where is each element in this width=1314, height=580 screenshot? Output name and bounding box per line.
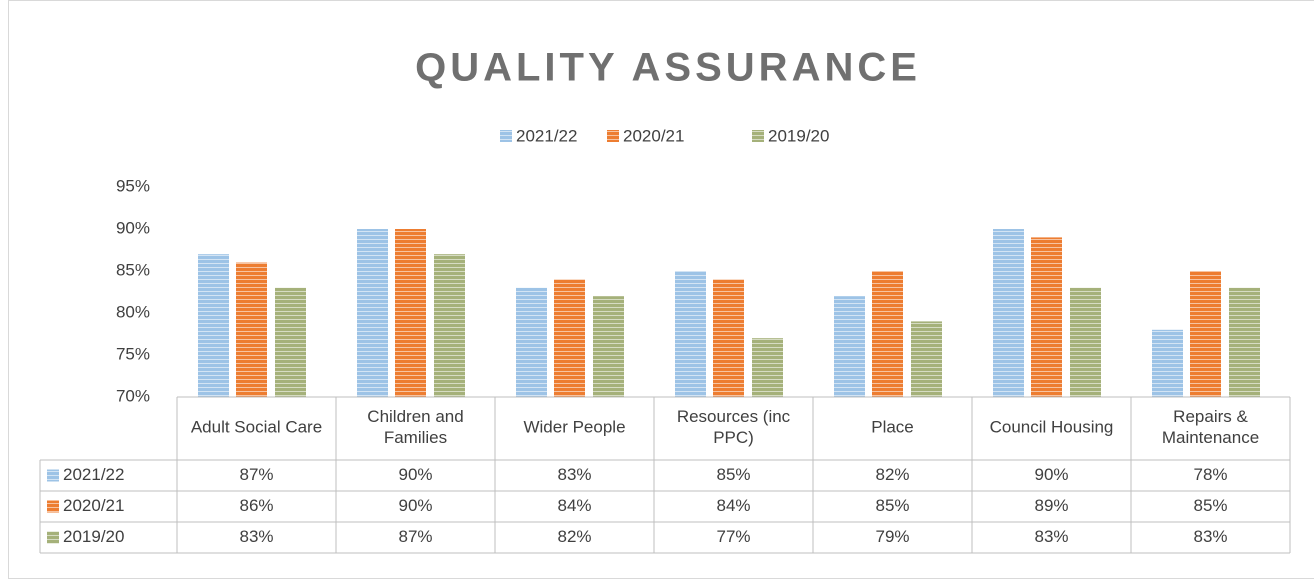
table-legend-key bbox=[47, 469, 59, 482]
table-cell: 90% bbox=[1034, 465, 1068, 484]
x-tick-label: Council Housing bbox=[990, 418, 1114, 437]
x-tick-label: Adult Social Care bbox=[191, 418, 322, 437]
bar bbox=[1190, 271, 1221, 397]
bar bbox=[275, 287, 306, 397]
bar bbox=[675, 271, 706, 397]
bar bbox=[1070, 287, 1101, 397]
x-tick-label: Resources (inc PPC) bbox=[677, 407, 791, 447]
table-cell: 83% bbox=[239, 527, 273, 546]
table-legend-key bbox=[47, 531, 59, 544]
table-legend-key bbox=[47, 500, 59, 513]
legend-label: 2021/22 bbox=[516, 126, 577, 145]
bar bbox=[236, 262, 267, 397]
chart-title: QUALITY ASSURANCE bbox=[415, 46, 921, 90]
legend-swatch bbox=[752, 130, 764, 142]
table-series-name: 2020/21 bbox=[63, 496, 124, 515]
table-cell: 79% bbox=[875, 527, 909, 546]
x-tick-label: Place bbox=[871, 418, 914, 437]
bar bbox=[1229, 287, 1260, 397]
table-cell: 82% bbox=[557, 527, 591, 546]
table-cell: 85% bbox=[875, 496, 909, 515]
table-cell: 85% bbox=[1193, 496, 1227, 515]
table-cell: 86% bbox=[239, 496, 273, 515]
x-tick-label: Wider People bbox=[523, 418, 625, 437]
bar bbox=[593, 296, 624, 397]
table-cell: 90% bbox=[398, 496, 432, 515]
y-tick-label: 90% bbox=[116, 218, 150, 237]
y-tick-label: 85% bbox=[116, 260, 150, 279]
x-tick-label: Repairs & Maintenance bbox=[1162, 407, 1259, 447]
table-cell: 90% bbox=[398, 465, 432, 484]
y-tick-label: 80% bbox=[116, 302, 150, 321]
table-cell: 77% bbox=[716, 527, 750, 546]
legend-swatch bbox=[607, 130, 619, 142]
legend-swatch bbox=[500, 130, 512, 142]
table-series-name: 2019/20 bbox=[63, 527, 124, 546]
y-tick-label: 95% bbox=[116, 176, 150, 195]
bar bbox=[516, 287, 547, 397]
legend-label: 2020/21 bbox=[623, 126, 684, 145]
y-tick-label: 75% bbox=[116, 344, 150, 363]
table-cell: 83% bbox=[557, 465, 591, 484]
table-cell: 87% bbox=[398, 527, 432, 546]
table-cell: 83% bbox=[1193, 527, 1227, 546]
bar bbox=[713, 279, 744, 397]
bar bbox=[872, 271, 903, 397]
legend-label: 2019/20 bbox=[768, 126, 829, 145]
table-cell: 83% bbox=[1034, 527, 1068, 546]
bar bbox=[395, 229, 426, 397]
x-tick-label: Children and Families bbox=[367, 407, 463, 447]
bar bbox=[1152, 329, 1183, 397]
table-cell: 87% bbox=[239, 465, 273, 484]
bar bbox=[198, 254, 229, 397]
bar bbox=[1031, 237, 1062, 397]
table-series-name: 2021/22 bbox=[63, 465, 124, 484]
table-cell: 78% bbox=[1193, 465, 1227, 484]
table-cell: 85% bbox=[716, 465, 750, 484]
table-cell: 82% bbox=[875, 465, 909, 484]
bar bbox=[357, 229, 388, 397]
table-cell: 89% bbox=[1034, 496, 1068, 515]
bar bbox=[911, 321, 942, 397]
bar bbox=[434, 254, 465, 397]
bar bbox=[752, 338, 783, 397]
table-cell: 84% bbox=[557, 496, 591, 515]
bar bbox=[993, 229, 1024, 397]
bar bbox=[554, 279, 585, 397]
bar bbox=[834, 296, 865, 397]
table-cell: 84% bbox=[716, 496, 750, 515]
y-tick-label: 70% bbox=[116, 386, 150, 405]
